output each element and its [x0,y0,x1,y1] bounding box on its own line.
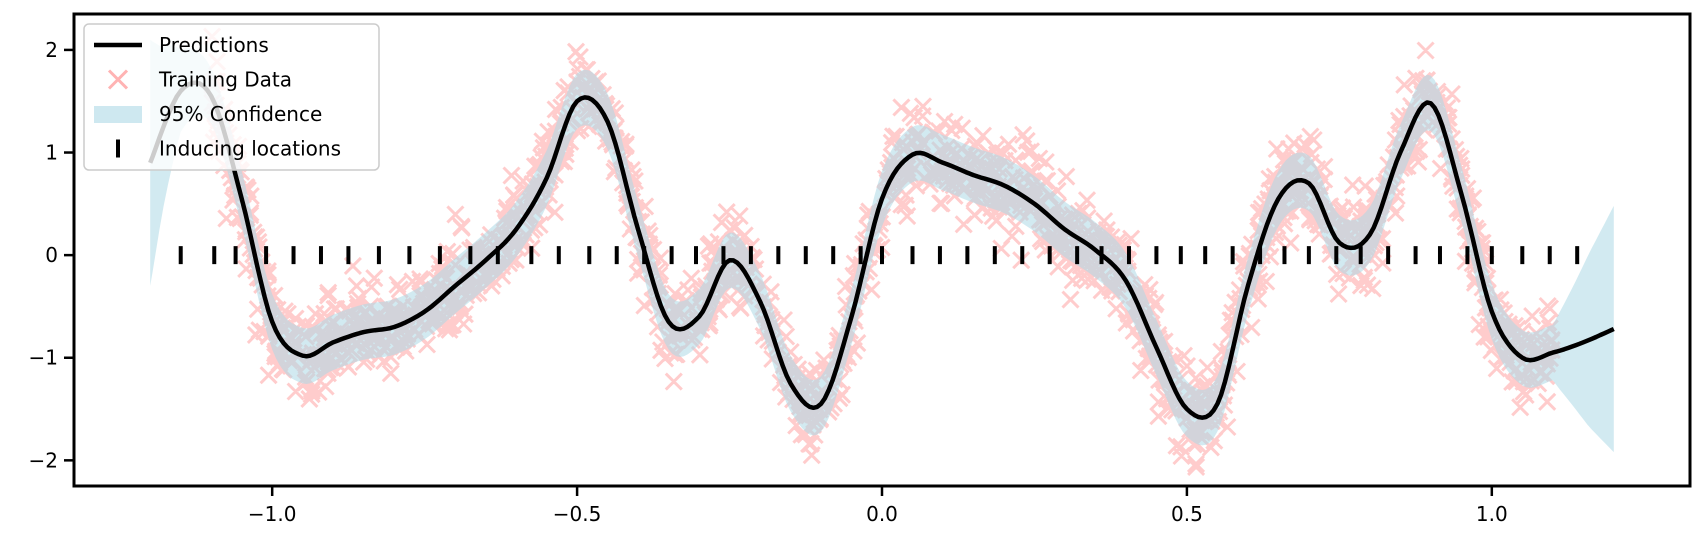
x-tick-label: −1.0 [248,502,297,526]
y-tick-label: −1 [29,346,58,370]
legend-entry: Training Data [107,68,292,92]
y-tick-label: −2 [29,448,58,472]
legend-entry: Predictions [94,33,269,57]
legend-label: Predictions [159,33,269,57]
legend-entry: 95% Confidence [94,102,322,126]
x-tick-label: 0.0 [866,502,898,526]
legend-label: Training Data [158,68,292,92]
legend-x-swatch [107,69,129,90]
inducing-locations [178,246,1580,265]
y-tick-label: 0 [45,243,58,267]
y-tick-label: 1 [45,141,58,165]
x-tick-label: −0.5 [553,502,602,526]
legend-box [83,23,380,171]
legend-entry: Inducing locations [116,137,341,161]
axes: −1.0 −0.5 0.0 0.5 1.0 −2 −1 0 1 2 [29,12,1692,526]
y-tick-label: 2 [45,38,58,62]
x-tick-label: 1.0 [1476,502,1508,526]
prediction-layer [148,80,1615,420]
x-tick-label: 0.5 [1171,502,1203,526]
legend-label: Inducing locations [159,137,341,161]
prediction-line [148,80,1615,420]
legend: Predictions Training Data 95% Confidence In… [83,23,380,171]
legend-band-swatch [94,106,142,123]
legend-label: 95% Confidence [159,102,322,126]
